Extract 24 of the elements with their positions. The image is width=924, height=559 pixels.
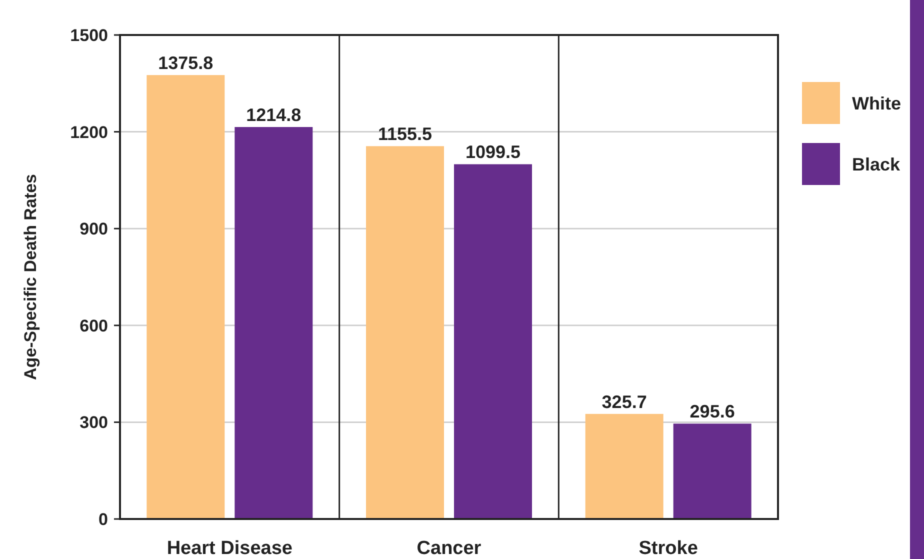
bar [585, 414, 664, 519]
y-tick-label: 0 [98, 510, 108, 529]
data-label: 325.7 [602, 392, 647, 412]
data-label: 1214.8 [246, 105, 302, 126]
bar [673, 424, 752, 519]
data-label: 1099.5 [465, 142, 521, 162]
y-axis-title: Age-Specific Death Rates [21, 174, 40, 380]
data-label: 1375.8 [158, 53, 214, 74]
legend-label: White [852, 93, 901, 114]
y-tick-label: 900 [80, 220, 108, 239]
y-tick-label: 600 [80, 316, 108, 336]
y-tick-label: 1500 [70, 26, 108, 45]
y-tick-label: 300 [80, 413, 108, 432]
y-tick-label: 1200 [70, 122, 108, 142]
legend-label: Black [852, 154, 902, 174]
bar [234, 127, 313, 519]
data-label: 295.6 [690, 402, 735, 422]
bar [454, 164, 532, 519]
bar [366, 146, 444, 519]
x-tick-label: Cancer [416, 538, 482, 559]
bar [146, 75, 225, 519]
x-tick-label: Stroke [638, 538, 698, 559]
x-tick-label: Heart Disease [166, 538, 293, 559]
data-label: 1155.5 [378, 124, 432, 144]
